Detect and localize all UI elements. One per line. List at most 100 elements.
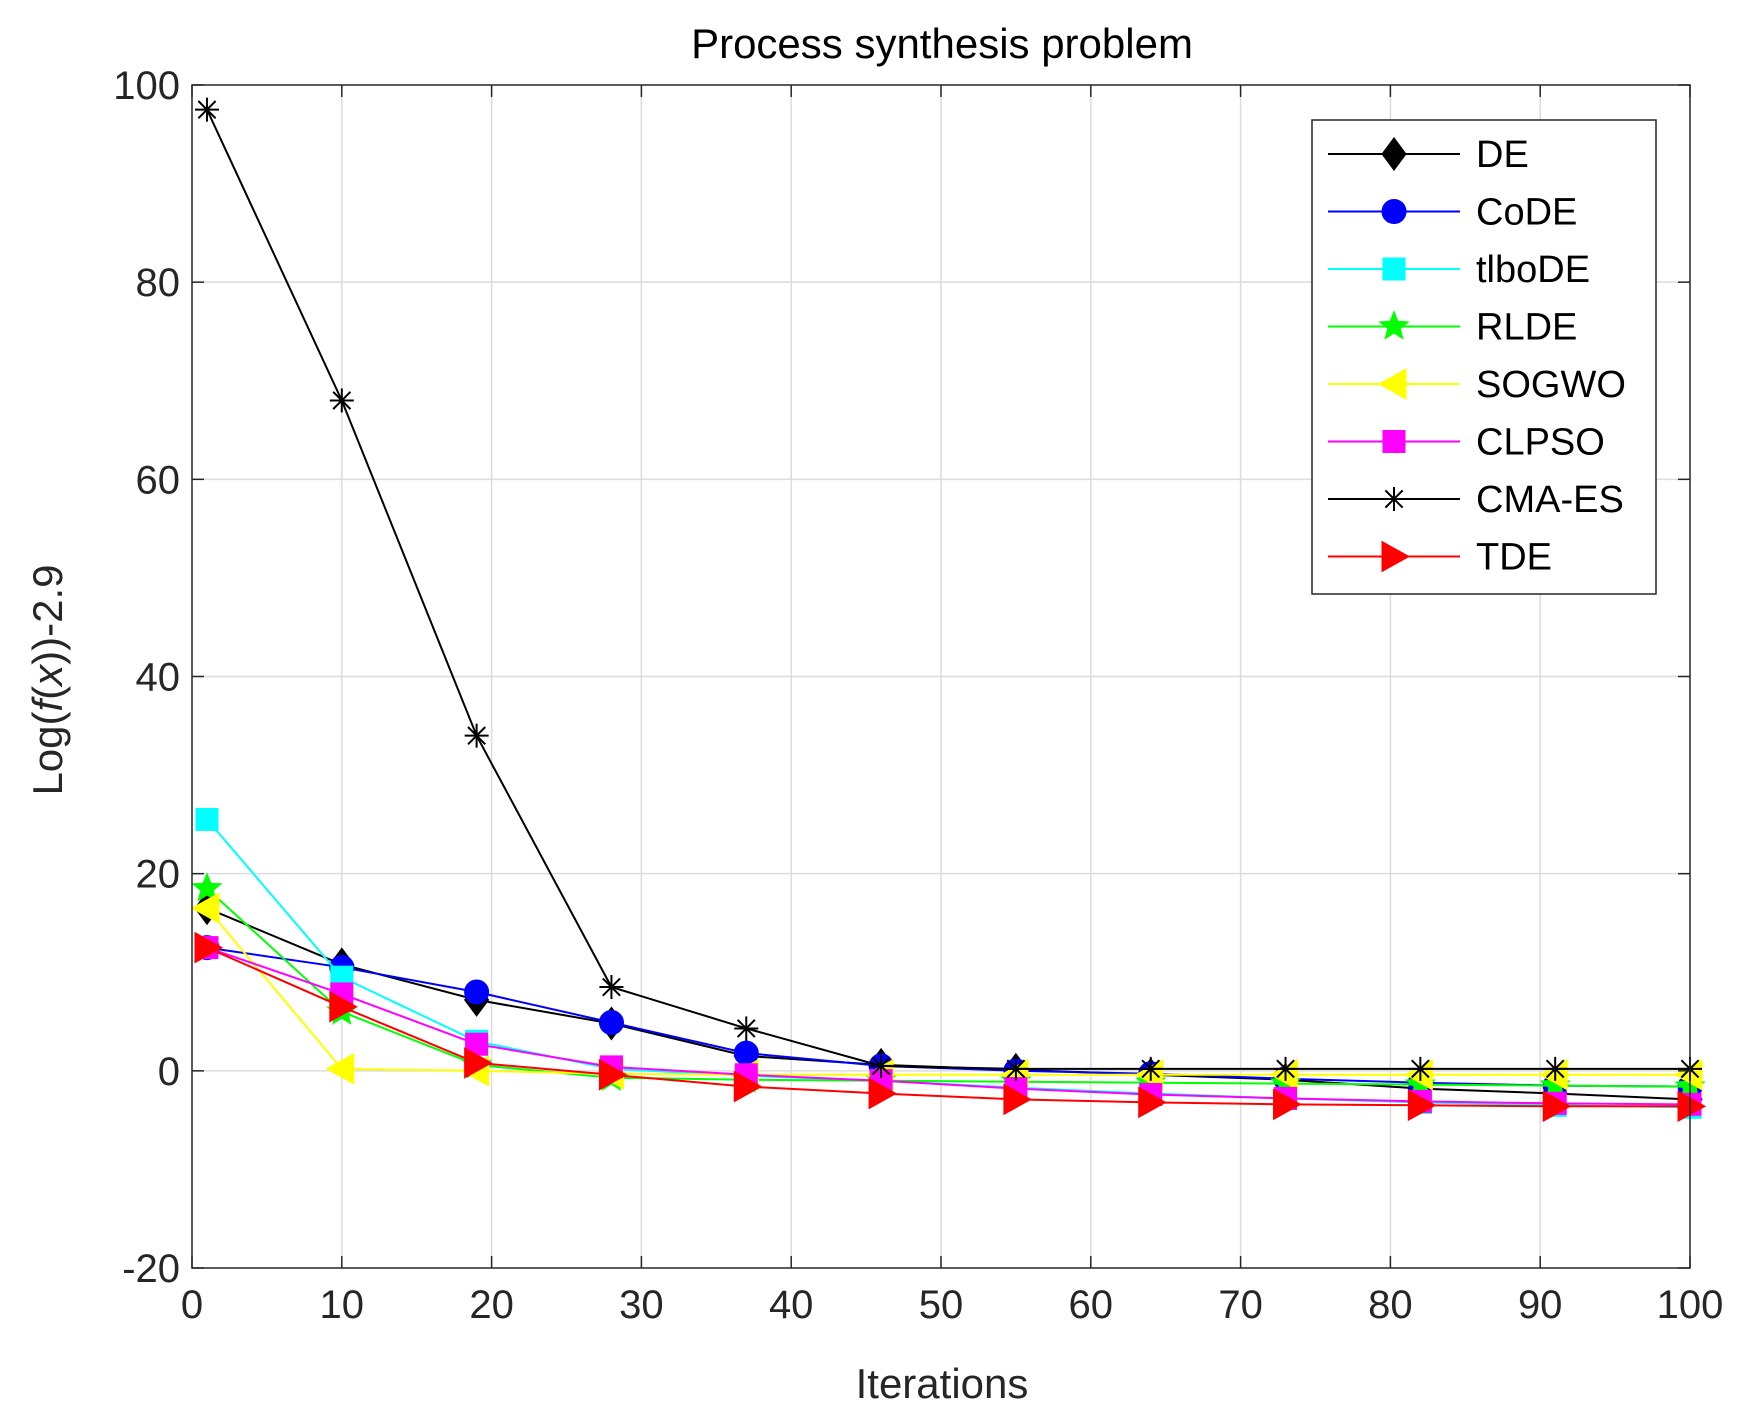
legend-entry-cma-es: CMA-ES [1328,479,1624,521]
legend: DE CoDE tlboDE RLDE SOGWO CLPSO CMA-ES TDE [1311,119,1657,595]
x-tick-label: 90 [1518,1283,1563,1327]
y-axis-title-var: x [24,663,71,688]
data-point-sogwo [325,1053,355,1085]
series-cma-es [194,97,1702,1081]
legend-entry-rlde: RLDE [1328,307,1577,349]
x-tick-label: 10 [320,1283,365,1327]
legend-entry-clpso: CLPSO [1328,422,1605,464]
y-tick-label: 60 [136,458,181,502]
data-point-cma-es [1138,1056,1163,1081]
series-line-tde [206,946,1690,1108]
legend-marker-clpso [1382,430,1406,453]
data-point-cma-es-stroke [197,100,217,119]
x-tick-label: 20 [469,1283,514,1327]
data-point-cma-es-stroke [871,1056,891,1076]
legend-box [1311,119,1657,595]
data-point-tde [868,1077,898,1110]
series-tde [194,931,1707,1123]
x-tick-label: 0 [181,1283,203,1327]
y-tick-label: -20 [122,1247,180,1291]
legend-entry-code: CoDE [1328,192,1577,234]
data-point-cma-es-stroke [1276,1059,1295,1079]
data-point-code [598,1010,624,1036]
legend-marker-tde [1381,540,1411,573]
series-layer [190,97,1707,1123]
data-point-rlde [191,872,223,902]
y-axis-title: Log(f(x))-2.9 [24,564,71,795]
series-line-rlde [206,887,1691,1088]
data-point-code [464,979,490,1005]
legend-label-rlde: RLDE [1476,307,1577,349]
y-tick-label: 20 [136,853,181,897]
data-point-tde [1138,1086,1167,1119]
legend-entry-sogwo: SOGWO [1328,364,1626,406]
data-point-tde [1003,1083,1032,1116]
x-tick-label: 50 [919,1283,964,1327]
y-axis-title-suffix: ))-2.9 [24,564,71,664]
y-tick-label: 100 [113,64,180,108]
data-point-cma-es [464,723,489,748]
legend-entry-tde: TDE [1328,537,1552,579]
data-point-cma-es [194,97,219,122]
data-point-cma-es-stroke [736,1019,756,1038]
data-point-cma-es [329,388,354,413]
data-point-cma-es [1273,1056,1298,1081]
data-point-tde [329,990,358,1023]
data-point-cma-es-stroke [332,391,352,410]
data-point-tde [1273,1088,1302,1121]
legend-marker-code [1381,199,1407,224]
x-tick-label: 70 [1218,1283,1263,1327]
data-point-tde [464,1047,493,1079]
series-line-cma-es [206,109,1690,1070]
x-tick-label: 40 [769,1283,814,1327]
data-point-cma-es-stroke [467,726,486,745]
chart-title: Process synthesis problem [691,20,1193,67]
data-point-tde [194,931,224,964]
data-point-cma-es-stroke [1006,1059,1026,1079]
legend-entry-tlbode: tlboDE [1328,249,1590,291]
legend-label-clpso: CLPSO [1476,422,1605,464]
data-point-cma-es [599,975,624,1000]
legend-marker-tlbode [1382,257,1406,281]
data-point-cma-es-stroke [602,977,621,997]
data-point-tde [1542,1090,1572,1123]
data-point-cma-es [1543,1056,1568,1081]
data-point-tde [733,1070,763,1103]
legend-label-de: DE [1476,134,1529,176]
legend-marker-rlde [1378,310,1410,340]
data-point-tde [1407,1089,1437,1122]
data-point-cma-es-stroke [1411,1059,1430,1079]
legend-label-cma-es: CMA-ES [1476,479,1624,521]
data-point-cma-es-stroke [1141,1059,1161,1079]
data-point-tde [1677,1090,1707,1123]
legend-label-tlbode: tlboDE [1476,249,1590,291]
data-point-tlbode [195,807,219,831]
x-tick-label: 60 [1069,1283,1114,1327]
data-point-cma-es-stroke [1545,1059,1565,1079]
legend-marker-sogwo [1377,368,1407,400]
data-point-tde [598,1058,628,1091]
legend-label-code: CoDE [1476,192,1577,234]
x-axis-title: Iterations [856,1360,1029,1407]
legend-marker-cma-es-stroke [1384,489,1404,509]
series-line-clpso [206,946,1691,1106]
series-line-sogwo [206,907,1690,1076]
x-tick-label: 30 [619,1283,664,1327]
y-axis-title-prefix: Log( [24,711,71,795]
data-point-cma-es [1408,1056,1433,1081]
legend-entry-de: DE [1328,134,1529,176]
x-tick-label: 80 [1368,1283,1413,1327]
legend-label-sogwo: SOGWO [1476,364,1626,406]
data-point-sogwo [190,892,220,925]
legend-marker-cma-es [1382,487,1406,511]
legend-label-tde: TDE [1476,537,1552,579]
data-point-cma-es [869,1053,894,1078]
legend-marker-de [1381,136,1407,172]
ticks [191,84,1691,1269]
y-tick-label: 80 [136,261,181,305]
data-point-cma-es [1003,1056,1028,1081]
data-point-cma-es [734,1016,759,1041]
x-tick-label: 100 [1657,1283,1724,1327]
